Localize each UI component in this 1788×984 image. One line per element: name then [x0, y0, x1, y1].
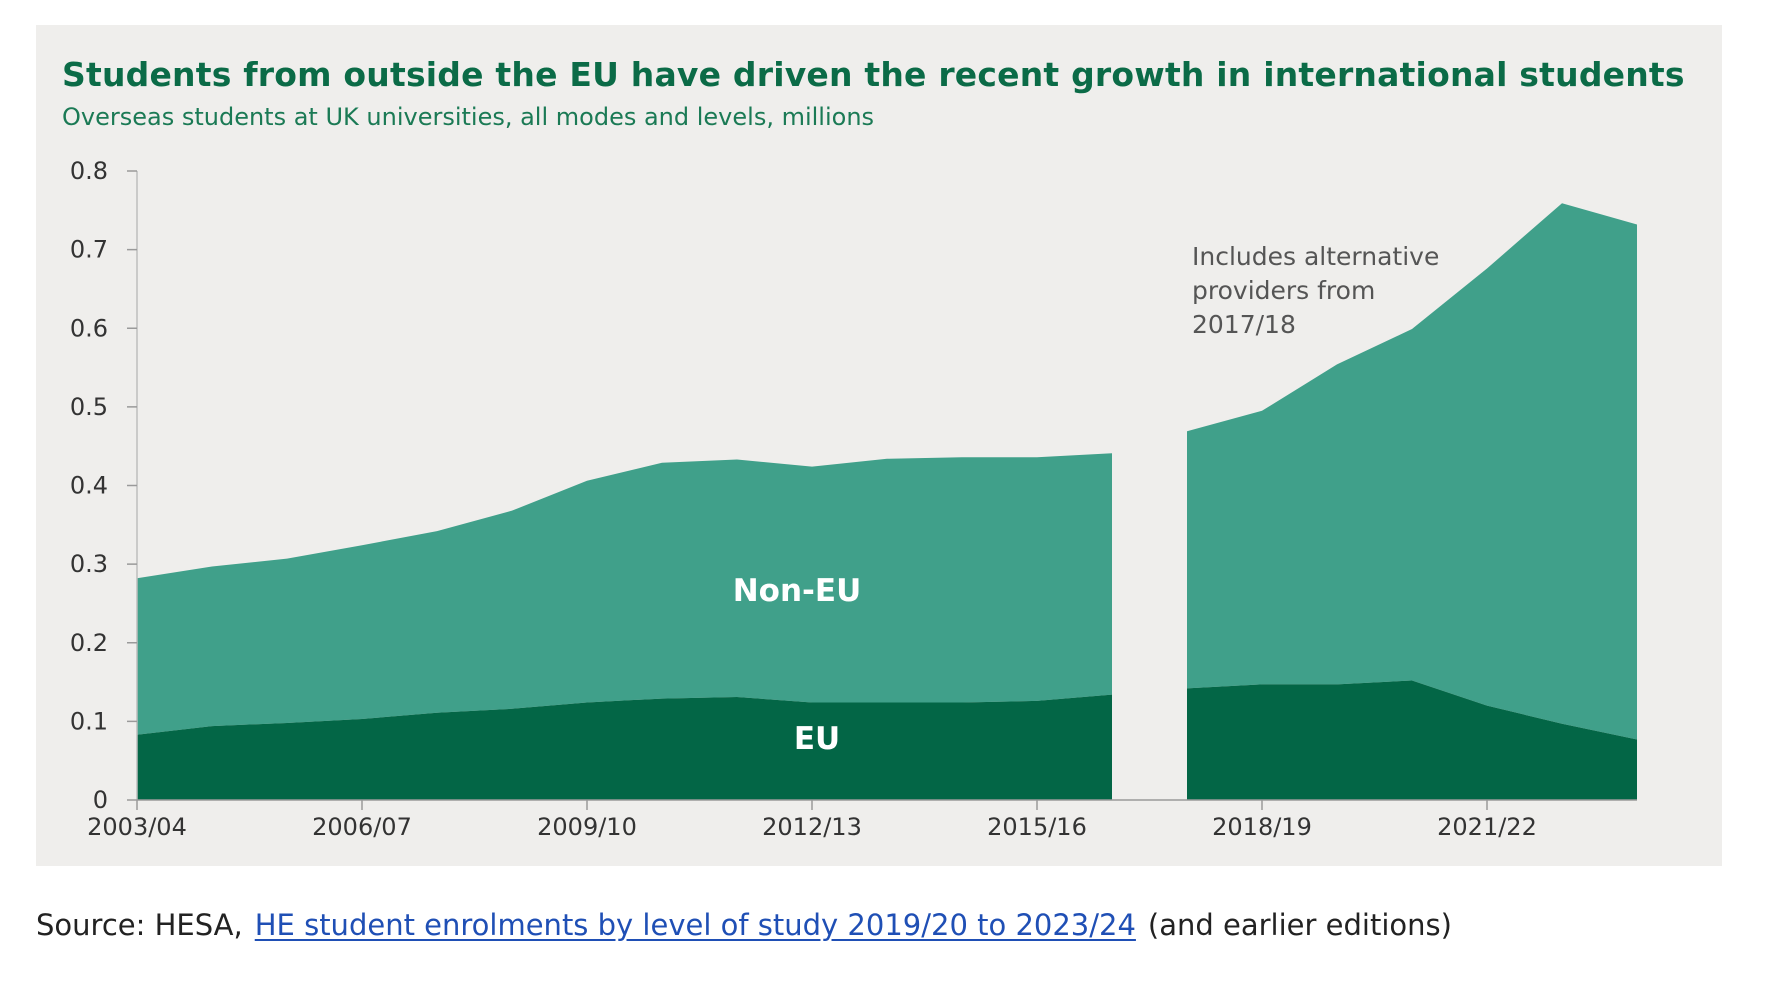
- y-tick-label: 0.2: [70, 629, 108, 657]
- y-tick-label: 0.7: [70, 236, 108, 264]
- series-label-noneu: Non-EU: [733, 573, 862, 609]
- y-tick-label: 0.3: [70, 550, 108, 578]
- series-label-eu: EU: [794, 721, 840, 757]
- annotation-line: 2017/18: [1192, 310, 1296, 339]
- chart-title: Students from outside the EU have driven…: [62, 55, 1685, 94]
- x-tick-label: 2003/04: [87, 813, 187, 841]
- x-tick-label: 2021/22: [1437, 813, 1537, 841]
- y-tick-label: 0.8: [70, 157, 108, 185]
- x-tick-label: 2006/07: [312, 813, 412, 841]
- x-tick-label: 2015/16: [987, 813, 1087, 841]
- y-tick-label: 0: [93, 786, 108, 814]
- annotation-line: Includes alternative: [1192, 242, 1439, 271]
- annotation-line: providers from: [1192, 276, 1375, 305]
- series-noneu-area-2: [1187, 203, 1637, 740]
- y-tick-label: 0.6: [70, 314, 108, 342]
- y-tick-label: 0.4: [70, 472, 108, 500]
- series-noneu-area-1: [137, 453, 1112, 735]
- y-tick-label: 0.5: [70, 393, 108, 421]
- series-eu-area-1: [137, 694, 1112, 800]
- x-tick-label: 2009/10: [537, 813, 637, 841]
- source-prefix: Source: HESA,: [36, 908, 243, 942]
- source-suffix: (and earlier editions): [1147, 908, 1452, 942]
- source-line: Source: HESA, HE student enrolments by le…: [36, 908, 1452, 942]
- chart-subtitle: Overseas students at UK universities, al…: [62, 103, 875, 131]
- source-link[interactable]: HE student enrolments by level of study …: [254, 908, 1136, 942]
- x-tick-label: 2012/13: [762, 813, 862, 841]
- y-tick-label: 0.1: [70, 707, 108, 735]
- x-tick-label: 2018/19: [1212, 813, 1312, 841]
- area-chart: 0 0.1 0.2 0.3 0.4 0.5 0.6 0.7 0.8 2003/04 2006/07 2…: [70, 157, 1637, 841]
- series-eu-area-2: [1187, 680, 1637, 800]
